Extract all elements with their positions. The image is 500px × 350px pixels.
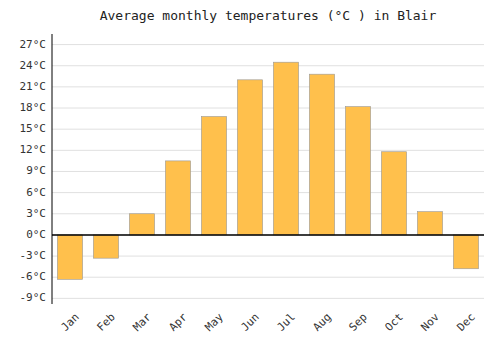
x-tick-label: Jan xyxy=(59,311,82,334)
x-tick-label: Jul xyxy=(275,311,298,334)
chart-container: Average monthly temperatures (°C ) in Bl… xyxy=(0,0,500,350)
x-tick-label: May xyxy=(203,310,227,334)
grid xyxy=(52,45,484,299)
bar xyxy=(201,116,226,234)
y-tick-label: 24°C xyxy=(20,59,47,72)
y-tick-label: -3°C xyxy=(20,249,47,262)
grid-line xyxy=(52,65,484,66)
x-tick-label: Dec xyxy=(455,311,478,334)
grid-line xyxy=(52,192,484,193)
x-tick-label: Jun xyxy=(239,311,262,334)
y-tick-label: 9°C xyxy=(26,164,46,177)
x-tick-label: Sep xyxy=(347,311,370,334)
grid-line xyxy=(52,277,484,278)
x-tick-label: Oct xyxy=(383,311,406,334)
y-tick-label: 18°C xyxy=(20,101,47,114)
y-tick-label: 15°C xyxy=(20,122,47,135)
bar xyxy=(345,107,370,235)
y-tick-label: -9°C xyxy=(20,291,47,304)
grid-line xyxy=(52,234,484,235)
grid-line xyxy=(52,171,484,172)
x-tick-label: Mar xyxy=(131,310,155,334)
bar xyxy=(129,214,154,235)
grid-line xyxy=(52,150,484,151)
y-axis-line xyxy=(52,34,53,304)
zero-line xyxy=(52,234,484,236)
bar xyxy=(417,212,442,235)
grid-line xyxy=(52,108,484,109)
grid-line xyxy=(52,298,484,299)
chart-svg: Average monthly temperatures (°C ) in Bl… xyxy=(0,0,500,350)
x-tick-labels: Jan Feb Mar Apr May Jun Jul Aug Sep Oct Nov Dec xyxy=(59,310,478,334)
bar xyxy=(273,62,298,235)
title: Average monthly temperatures (°C ) in Bl… xyxy=(100,8,437,23)
y-tick-label: -6°C xyxy=(20,270,47,283)
bar xyxy=(381,152,406,235)
bar xyxy=(237,80,262,235)
bar xyxy=(165,161,190,235)
y-tick-label: 27°C xyxy=(20,38,47,51)
y-tick-label: 12°C xyxy=(20,143,47,156)
bar xyxy=(309,74,334,235)
bars xyxy=(57,62,478,279)
grid-line xyxy=(52,44,484,45)
bar xyxy=(453,235,478,269)
y-tick-label: 3°C xyxy=(26,207,46,220)
x-tick-label: Feb xyxy=(95,311,118,334)
x-tick-label: Nov xyxy=(419,310,443,334)
bar xyxy=(93,235,118,258)
y-tick-label: 21°C xyxy=(20,80,47,93)
grid-line xyxy=(52,129,484,130)
y-tick-labels: -9°C -6°C -3°C 0°C 3°C 6°C 9°C 12°C 15°C 18°C 21°C… xyxy=(20,38,47,305)
x-tick-label: Apr xyxy=(167,310,191,334)
grid-line xyxy=(52,86,484,87)
y-tick-label: 6°C xyxy=(26,186,46,199)
y-tick-label: 0°C xyxy=(26,228,46,241)
x-tick-label: Aug xyxy=(311,311,334,334)
bar xyxy=(57,235,82,279)
